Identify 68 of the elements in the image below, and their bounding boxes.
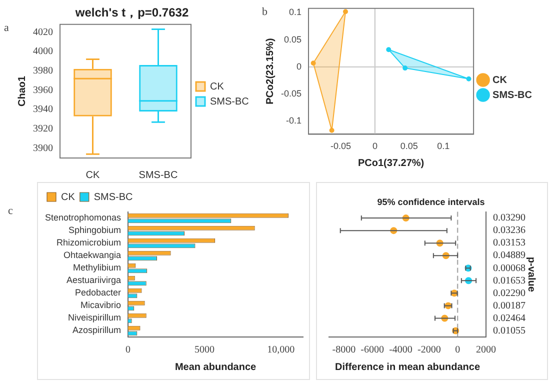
y-tick-label: Pedobacter <box>75 288 122 298</box>
x-tick-label: 5000 <box>194 344 214 356</box>
y-tick-label: 4020 <box>33 26 53 38</box>
y-tick-label: 4000 <box>33 46 53 58</box>
x-tick-label: -2000 <box>417 344 441 356</box>
y-tick-label: 3960 <box>33 84 53 96</box>
y2-tick-label: 0.00187 <box>493 300 526 312</box>
y2-axis-title: p-value <box>525 256 536 292</box>
y-tick-label: 0.1 <box>289 7 302 18</box>
y2-tick-label: 0.02290 <box>493 288 526 299</box>
x-tick-label: -8000 <box>332 344 356 356</box>
y-tick-label: 3980 <box>33 65 53 76</box>
x-tick-label: -6000 <box>360 344 384 356</box>
y2-tick-label: 0.02464 <box>493 312 526 324</box>
legend-label: CK <box>492 74 508 86</box>
x-tick-label: 2000 <box>476 344 496 356</box>
y-tick-label: Sphingobium <box>68 225 122 236</box>
y2-tick-label: 0.00068 <box>493 262 526 274</box>
y-tick-label: 3940 <box>33 104 53 116</box>
y-tick-label: 0.05 <box>284 34 302 44</box>
y-tick-label: Aestuariivirga <box>66 275 122 286</box>
y-tick-label: Azospirillum <box>72 325 122 336</box>
text: a <box>4 22 9 34</box>
legend-label: SMS-BC <box>492 90 532 101</box>
legend-label: SMS-BC <box>94 192 133 203</box>
point <box>310 60 316 66</box>
y-axis-title: PCo2(23.15%) <box>264 38 276 104</box>
y-tick-label: -0.1 <box>286 116 302 126</box>
legend-label: CK <box>210 81 224 92</box>
x-axis-title: Mean abundance <box>174 362 257 373</box>
y2-tick-label: 0.04889 <box>493 250 526 262</box>
text: b <box>262 6 268 18</box>
point <box>386 47 392 52</box>
text: c <box>8 205 13 217</box>
y2-tick-label: 0.01653 <box>493 275 526 286</box>
point <box>466 76 472 82</box>
y-tick-label: 0 <box>296 61 302 72</box>
y-tick-label: 3920 <box>33 124 53 135</box>
point <box>402 66 408 71</box>
x-axis-title: PCo1(37.27%) <box>358 158 424 169</box>
y-tick-label: Stenotrophomonas <box>44 212 122 223</box>
x-tick-label: -4000 <box>389 344 412 356</box>
x-tick-label: 10,000 <box>267 344 295 356</box>
chart-title: welch's t，p=0.7632 <box>74 6 189 20</box>
x-tick-label: 0 <box>372 141 378 152</box>
x-tick-label: 0.05 <box>400 141 418 152</box>
y2-tick-label: 0.03236 <box>493 225 526 236</box>
point <box>329 128 334 133</box>
x-tick-label: 0 <box>455 344 460 356</box>
y-tick-label: 3900 <box>33 142 53 154</box>
y-tick-label: Micavibrio <box>80 300 122 310</box>
y-tick-label: -0.05 <box>281 88 302 99</box>
y2-tick-label: 0.01055 <box>493 325 526 336</box>
y-tick-label: Ohtaekwangia <box>64 250 122 260</box>
y-tick-label: Methylibium <box>73 262 122 273</box>
x-tick-label: 0.1 <box>437 141 450 152</box>
legend-label: SMS-BC <box>210 96 249 108</box>
x-axis-title: Difference in mean abundance <box>334 362 480 373</box>
y2-tick-label: 0.03153 <box>493 238 526 249</box>
y-tick-label: Rhizomicrobium <box>56 238 122 248</box>
point <box>342 9 348 14</box>
chart-title: 95% confidence intervals <box>377 196 485 207</box>
y-tick-label: Niveispirillum <box>68 312 122 323</box>
y-axis-title: Chao1 <box>16 75 28 106</box>
x-tick-label: 0 <box>126 344 131 356</box>
legend-label: CK <box>61 192 76 203</box>
x-tick-label: -0.05 <box>330 141 351 152</box>
y2-tick-label: 0.03290 <box>493 212 526 224</box>
